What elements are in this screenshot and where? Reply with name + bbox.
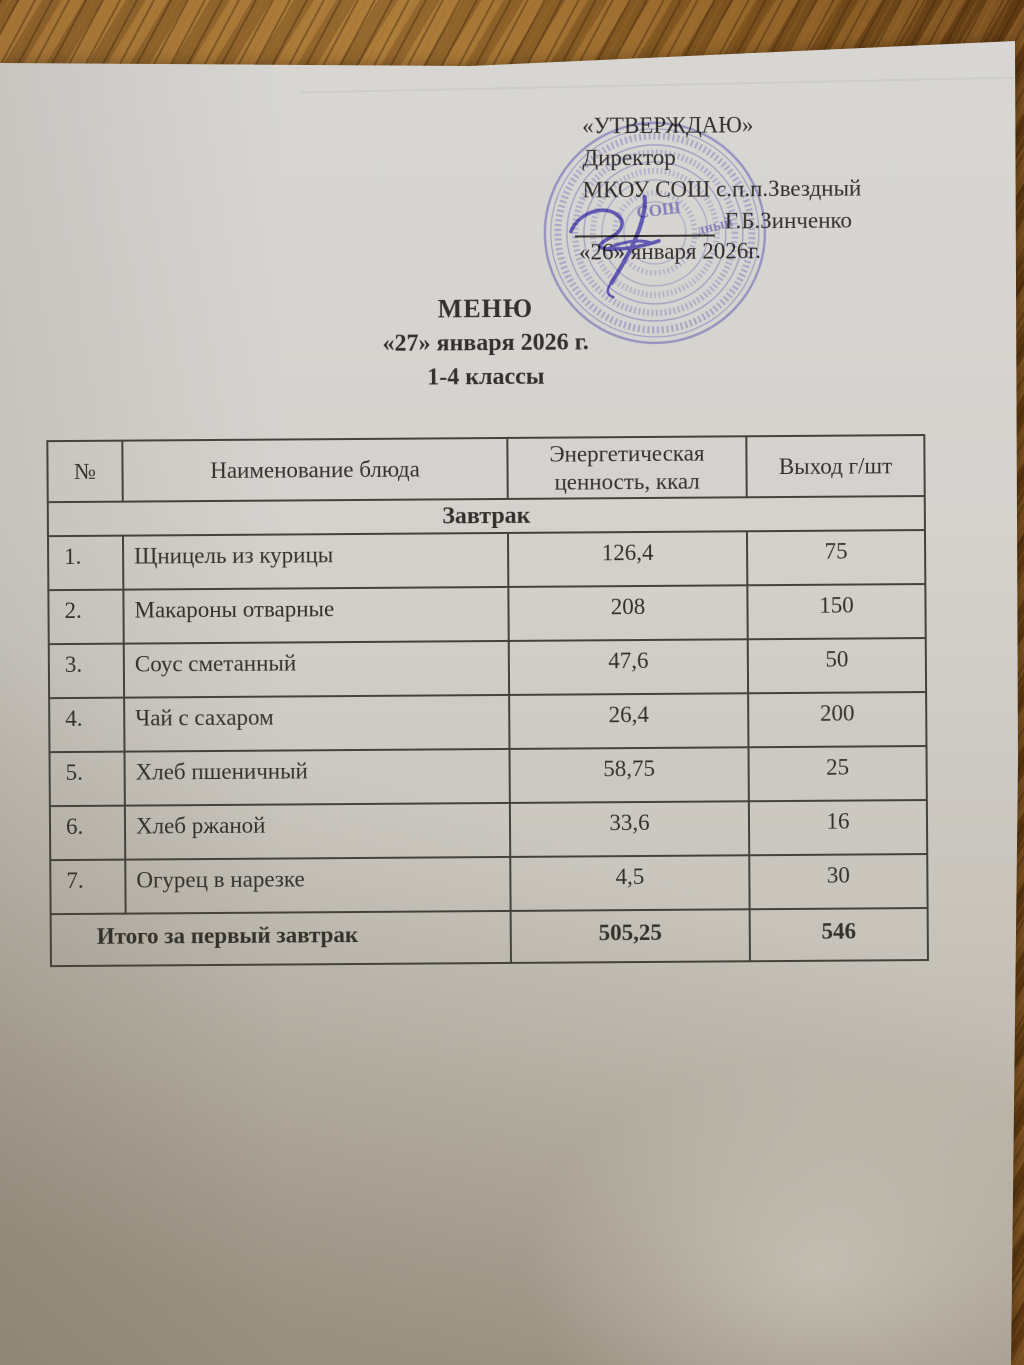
- table-row: 7. Огурец в нарезке 4,5 30: [50, 854, 928, 915]
- total-energy: 505,25: [510, 909, 750, 964]
- table-row: 6. Хлеб ржаной 33,6 16: [49, 800, 928, 861]
- menu-table: № Наименование блюда Энергетическая ценн…: [46, 434, 929, 967]
- header-output: Выход г/шт: [746, 435, 925, 498]
- table-row: 5. Хлеб пшеничный 58,75 25: [49, 746, 927, 807]
- table-row: 1. Щницель из курицы 126,4 75: [47, 530, 926, 591]
- menu-classes: 1-4 классы: [427, 363, 545, 391]
- total-label: Итого за первый завтрак: [50, 911, 511, 967]
- table-header-row: № Наименование блюда Энергетическая ценн…: [47, 435, 925, 503]
- menu-title-block: МЕНЮ «27» января 2026 г. 1-4 классы: [0, 289, 974, 398]
- signature-scribble-icon: [569, 194, 661, 299]
- header-dish: Наименование блюда: [122, 437, 508, 502]
- table-total-row: Итого за первый завтрак 505,25 546: [50, 908, 928, 967]
- round-seal-stamp-icon: СОШ дный: [543, 121, 767, 345]
- total-output: 546: [749, 908, 928, 962]
- header-energy: Энергетическая ценность, ккал: [507, 436, 747, 500]
- table-row: 3. Соус сметанный 47,6 50: [48, 638, 927, 699]
- table-row: 2. Макароны отварные 208 150: [48, 584, 926, 645]
- header-num: №: [47, 440, 123, 503]
- table-row: 4. Чай с сахаром 26,4 200: [49, 692, 927, 753]
